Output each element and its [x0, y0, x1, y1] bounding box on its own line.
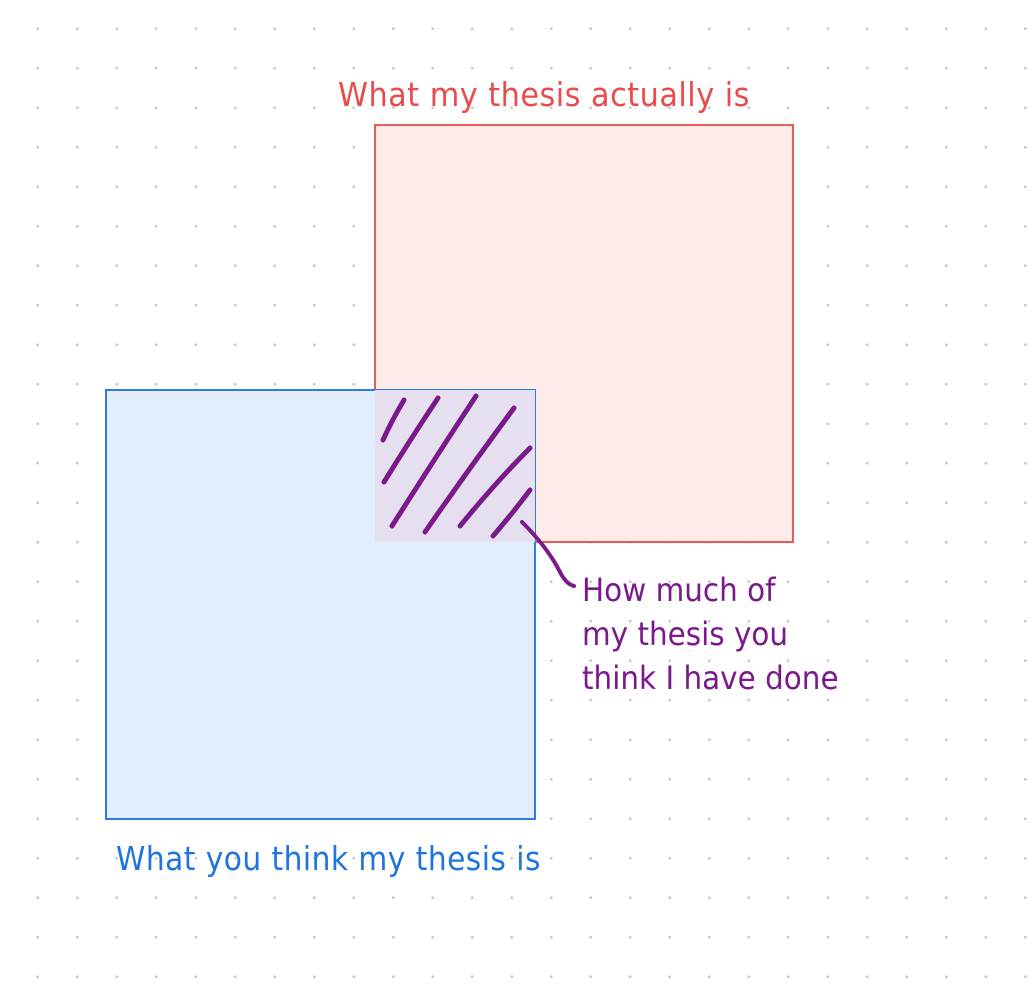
- perceived-thesis-box: [105, 389, 536, 820]
- overlap-callout-label: How much of my thesis you think I have d…: [582, 568, 876, 700]
- perceived-thesis-label: What you think my thesis is: [116, 839, 541, 878]
- actual-thesis-label: What my thesis actually is: [338, 75, 750, 114]
- overlap-callout-line: How much of: [582, 571, 776, 609]
- overlap-callout-line: think I have done: [582, 659, 839, 697]
- overlap-callout-line: my thesis you: [582, 615, 789, 653]
